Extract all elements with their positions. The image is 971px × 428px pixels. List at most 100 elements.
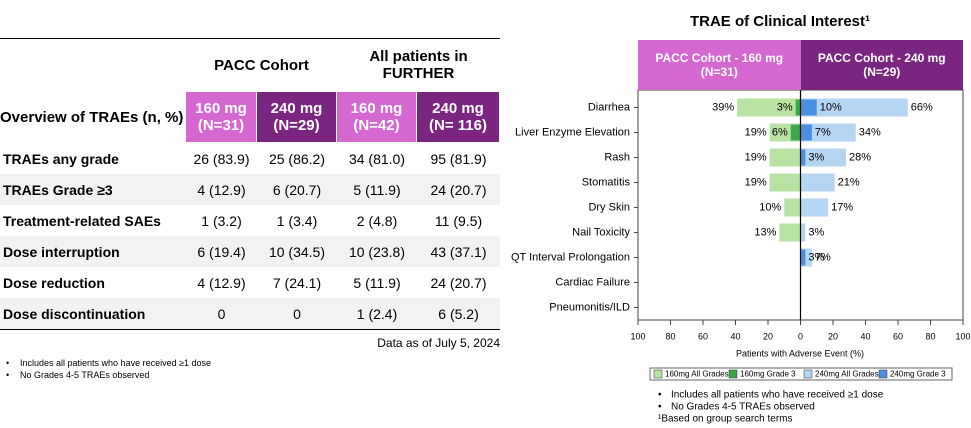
value-label: 7% (815, 126, 831, 138)
table-cell: 6 (19.4) (197, 243, 246, 260)
x-tick-label: 80 (925, 331, 935, 341)
value-label: 10% (759, 201, 781, 213)
value-label: 34% (859, 126, 881, 138)
group-header: All patients in FURTHER (369, 48, 468, 82)
x-tick-label: 100 (955, 331, 970, 341)
table-cell: 2 (4.8) (356, 212, 398, 229)
y-tick-label: Liver Enzyme Elevation (515, 126, 630, 138)
x-tick-label: 20 (828, 331, 838, 341)
bullet: • (658, 390, 662, 401)
table-cell: 1 (3.2) (201, 212, 242, 229)
value-label: 21% (838, 176, 860, 188)
bar (800, 148, 846, 167)
bar (779, 223, 801, 242)
table-cell: 10 (23.8) (348, 243, 406, 260)
column-header: 160 mg (N=31) (186, 92, 256, 142)
y-tick-label: Nail Toxicity (572, 226, 630, 238)
bar (800, 99, 817, 116)
bar (800, 98, 908, 117)
value-label: 13% (754, 226, 776, 238)
row-label: Dose reduction (3, 274, 105, 291)
row-label: Treatment-related SAEs (3, 212, 161, 229)
row-label: Dose interruption (3, 243, 120, 260)
row-band (0, 236, 500, 267)
chart-title: TRAE of Clinical Interest¹ (690, 13, 870, 30)
legend-label: 240mg All Grades (815, 370, 879, 379)
table-cell: 10 (34.5) (268, 243, 326, 260)
value-label: 7% (815, 251, 831, 263)
value-label: 10% (820, 101, 842, 113)
panel-header: PACC Cohort - 160 mg (N=31) (638, 40, 801, 90)
table-cell: 4 (12.9) (197, 274, 246, 291)
x-tick-label: 20 (763, 331, 773, 341)
value-label: 19% (745, 176, 767, 188)
bar (790, 124, 801, 141)
table-cell: 24 (20.7) (430, 181, 487, 198)
value-label: 19% (745, 126, 767, 138)
value-label: 66% (911, 101, 933, 113)
row-label: Dose discontinuation (3, 305, 146, 322)
table-cell: 7 (24.1) (272, 274, 322, 291)
table-cell: 43 (37.1) (430, 243, 487, 260)
y-tick-label: Rash (604, 151, 630, 163)
x-tick-label: 60 (698, 331, 708, 341)
bullet: • (6, 370, 10, 380)
bar (784, 198, 801, 217)
x-tick-label: 0 (798, 331, 803, 341)
group-header: PACC Cohort (214, 56, 309, 74)
legend-label: 240mg Grade 3 (890, 370, 946, 379)
table-cell: 1 (2.4) (356, 305, 398, 322)
bullet: • (6, 358, 10, 368)
note: No Grades 4-5 TRAEs observed (671, 402, 815, 413)
bar (800, 249, 806, 266)
bullet: • (658, 402, 662, 413)
value-label: 28% (849, 151, 871, 163)
bar (800, 124, 812, 141)
value-label: 3% (808, 251, 824, 263)
table-cell: 11 (9.5) (434, 212, 483, 229)
table-cell: 24 (20.7) (430, 274, 487, 291)
value-label: 3% (777, 101, 793, 113)
bar (800, 173, 835, 192)
table-cell: 0 (217, 305, 226, 322)
bar (800, 223, 806, 242)
note: No Grades 4-5 TRAEs observed (20, 370, 150, 380)
bar (800, 198, 829, 217)
y-tick-label: Stomatitis (582, 176, 631, 188)
rule (0, 38, 500, 39)
x-tick-label: 80 (665, 331, 675, 341)
y-tick-label: QT Interval Prolongation (511, 251, 630, 263)
note: ¹Based on group search terms (658, 414, 793, 425)
note: Includes all patients who have received … (671, 390, 884, 401)
footnote: Data as of July 5, 2024 (377, 336, 500, 350)
legend-frame (649, 367, 953, 381)
table-cell: 95 (81.9) (430, 150, 487, 167)
bar (800, 149, 806, 166)
x-tick-label: 100 (630, 331, 645, 341)
panel-header: PACC Cohort - 240 mg (N=29) (800, 40, 963, 90)
bar (769, 148, 801, 167)
table-cell: 1 (3.4) (276, 212, 318, 229)
column-header: 240 mg (N= 116) (417, 92, 499, 142)
value-label: 6% (772, 126, 788, 138)
table-cell: 26 (83.9) (193, 150, 250, 167)
legend-label: 160mg All Grades (665, 370, 729, 379)
row-label: TRAEs any grade (3, 150, 119, 167)
x-tick-label: 40 (730, 331, 740, 341)
row-band (0, 298, 500, 329)
table-cell: 5 (11.9) (353, 274, 401, 291)
y-tick-label: Dry Skin (588, 201, 630, 213)
column-header: 240 mg (N=29) (257, 92, 336, 142)
row-label: TRAEs Grade ≥3 (3, 181, 113, 198)
y-tick-label: Pneumonitis/ILD (549, 301, 630, 313)
value-label: 3% (808, 226, 824, 238)
y-tick-label: Diarrhea (588, 101, 631, 113)
table-cell: 4 (12.9) (197, 181, 246, 198)
table-cell: 34 (81.0) (348, 150, 406, 167)
table-cell: 0 (293, 305, 301, 322)
bar (769, 173, 801, 192)
column-header: Overview of TRAEs (n, %) (0, 108, 184, 126)
legend-swatch (803, 369, 813, 379)
y-tick-label: Cardiac Failure (555, 276, 630, 288)
